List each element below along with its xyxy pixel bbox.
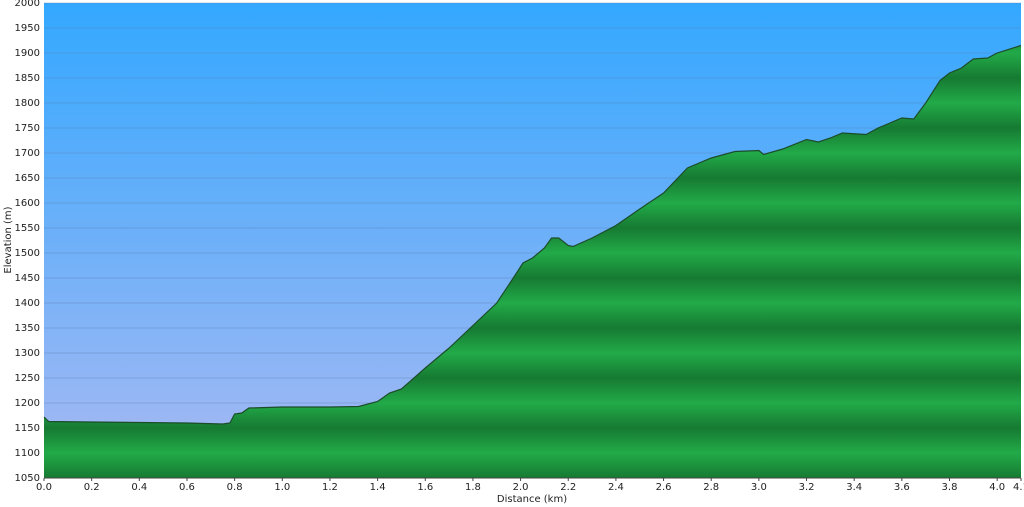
line bbox=[43, 44, 1022, 425]
x-tick-label: 0.8 bbox=[227, 482, 243, 493]
y-tick-label: 1800 bbox=[15, 98, 40, 109]
x-tick-label: 1.0 bbox=[274, 482, 290, 493]
y-tick-label: 1350 bbox=[15, 323, 40, 334]
x-tick-label: 3.8 bbox=[942, 482, 958, 493]
y-tick-label: 1650 bbox=[15, 173, 40, 184]
y-tick-label: 1300 bbox=[15, 348, 40, 359]
x-tick-label: 2.8 bbox=[703, 482, 719, 493]
y-tick-label: 1450 bbox=[15, 273, 40, 284]
y-tick-label: 1500 bbox=[15, 248, 40, 259]
x-tick-label: 4.1 bbox=[1013, 482, 1024, 493]
x-tick-label: 0.4 bbox=[131, 482, 147, 493]
x-tick-label: 1.4 bbox=[370, 482, 386, 493]
x-tick-label: 2.4 bbox=[608, 482, 624, 493]
x-axis-label: Distance (km) bbox=[497, 494, 567, 505]
y-tick-label: 1850 bbox=[15, 73, 40, 84]
x-tick-label: 1.8 bbox=[465, 482, 481, 493]
x-tick-label: 0.6 bbox=[179, 482, 195, 493]
x-tick-label: 1.2 bbox=[322, 482, 338, 493]
y-tick-label: 1200 bbox=[15, 398, 40, 409]
y-tick-label: 1900 bbox=[15, 48, 40, 59]
y-axis-label: Elevation (m) bbox=[3, 206, 14, 273]
y-tick-label: 1750 bbox=[15, 123, 40, 134]
y-tick-label: 1700 bbox=[15, 148, 40, 159]
x-tick-label: 1.6 bbox=[417, 482, 433, 493]
y-tick-label: 1050 bbox=[15, 473, 40, 484]
area bbox=[44, 45, 1021, 478]
y-tick-label: 1600 bbox=[15, 198, 40, 209]
x-tick-label: 2.6 bbox=[656, 482, 672, 493]
x-tick-label: 4.0 bbox=[989, 482, 1005, 493]
x-tick-label: 0.0 bbox=[36, 482, 52, 493]
x-tick-label: 0.2 bbox=[84, 482, 100, 493]
x-tick-label: 2.2 bbox=[560, 482, 576, 493]
y-tick-label: 1150 bbox=[15, 423, 40, 434]
y-tick-label: 1250 bbox=[15, 373, 40, 384]
y-tick-label: 1100 bbox=[15, 448, 40, 459]
x-tick-label: 3.6 bbox=[894, 482, 910, 493]
y-tick-label: 1550 bbox=[15, 223, 40, 234]
y-tick-label: 2000 bbox=[15, 0, 40, 9]
x-tick-label: 3.0 bbox=[751, 482, 767, 493]
x-tick-label: 3.4 bbox=[846, 482, 862, 493]
y-tick-label: 1400 bbox=[15, 298, 40, 309]
x-tick-label: 3.2 bbox=[799, 482, 815, 493]
x-tick-label: 2.0 bbox=[513, 482, 529, 493]
y-tick-label: 1950 bbox=[15, 23, 40, 34]
